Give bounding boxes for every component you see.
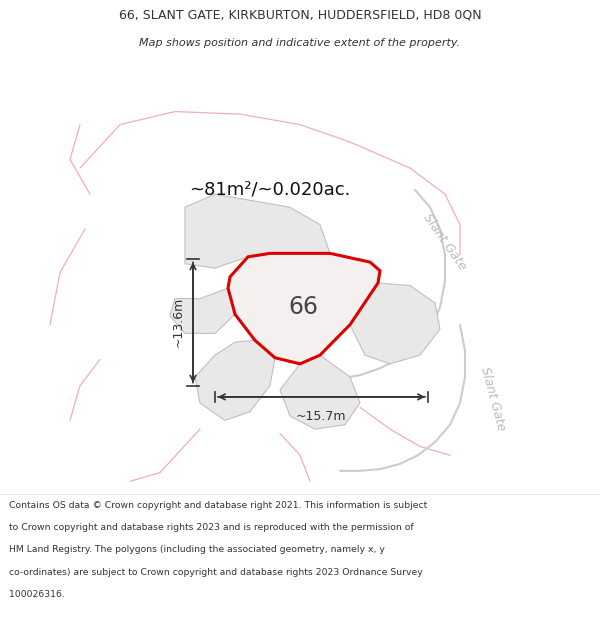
Polygon shape: [185, 194, 330, 268]
Text: Slant Gate: Slant Gate: [421, 211, 469, 272]
Text: HM Land Registry. The polygons (including the associated geometry, namely x, y: HM Land Registry. The polygons (includin…: [9, 546, 385, 554]
Text: ~15.7m: ~15.7m: [296, 410, 346, 423]
Text: ~81m²/~0.020ac.: ~81m²/~0.020ac.: [190, 181, 350, 199]
Text: Slant Gate: Slant Gate: [478, 365, 508, 432]
Text: to Crown copyright and database rights 2023 and is reproduced with the permissio: to Crown copyright and database rights 2…: [9, 523, 413, 532]
Text: Map shows position and indicative extent of the property.: Map shows position and indicative extent…: [139, 38, 461, 48]
Polygon shape: [280, 355, 360, 429]
Text: 66, SLANT GATE, KIRKBURTON, HUDDERSFIELD, HD8 0QN: 66, SLANT GATE, KIRKBURTON, HUDDERSFIELD…: [119, 9, 481, 22]
Polygon shape: [350, 283, 440, 364]
Text: 66: 66: [288, 295, 318, 319]
Text: co-ordinates) are subject to Crown copyright and database rights 2023 Ordnance S: co-ordinates) are subject to Crown copyr…: [9, 568, 423, 577]
Polygon shape: [170, 288, 235, 333]
Polygon shape: [195, 341, 275, 421]
Text: ~13.6m: ~13.6m: [172, 297, 185, 348]
Polygon shape: [228, 253, 380, 364]
Text: 100026316.: 100026316.: [9, 590, 65, 599]
Text: Contains OS data © Crown copyright and database right 2021. This information is : Contains OS data © Crown copyright and d…: [9, 501, 427, 510]
